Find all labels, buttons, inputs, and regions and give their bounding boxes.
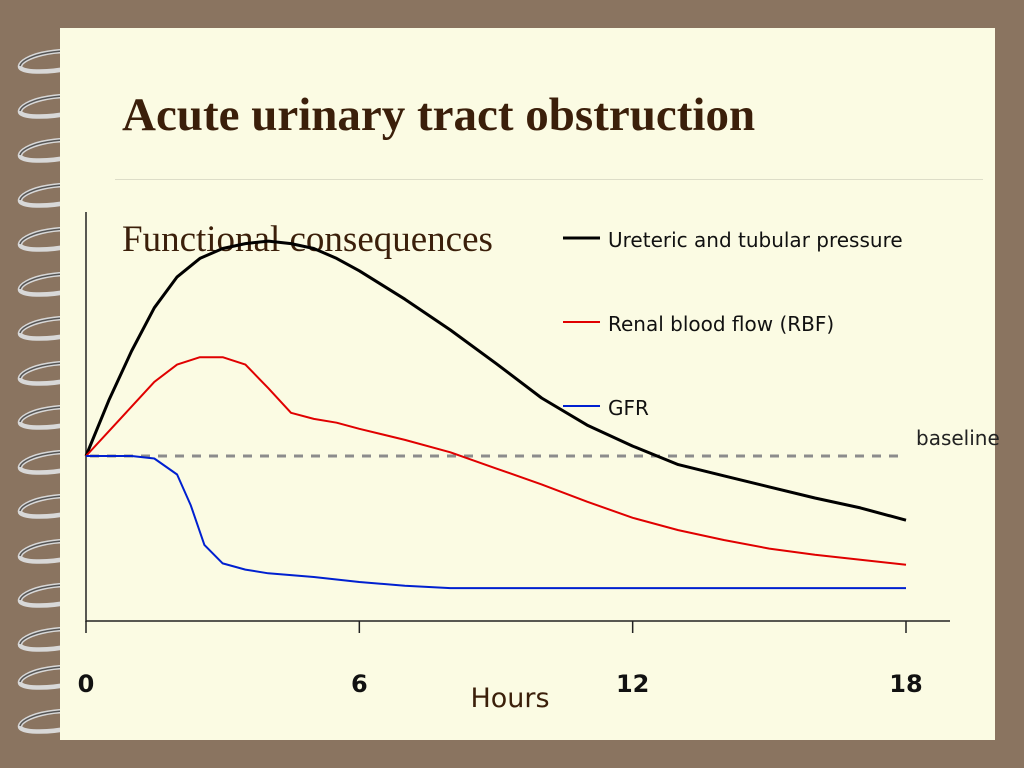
slide-title: Acute urinary tract obstruction <box>122 89 756 141</box>
x-tick-label: 6 <box>351 670 368 698</box>
series-line <box>84 239 907 522</box>
title-divider <box>115 179 983 180</box>
series-line <box>85 356 907 566</box>
x-axis-label: Hours <box>470 683 549 714</box>
legend-label: Ureteric and tubular pressure <box>608 228 903 252</box>
x-tick-label: 0 <box>78 670 95 698</box>
slide-subtitle: Functional consequences <box>122 219 493 260</box>
legend-label: GFR <box>608 396 649 420</box>
x-tick-label: 12 <box>616 670 649 698</box>
baseline-label: baseline <box>916 426 1000 450</box>
series-line <box>86 455 906 590</box>
x-tick-label: 18 <box>889 670 922 698</box>
legend-label: Renal blood flow (RBF) <box>608 312 834 336</box>
